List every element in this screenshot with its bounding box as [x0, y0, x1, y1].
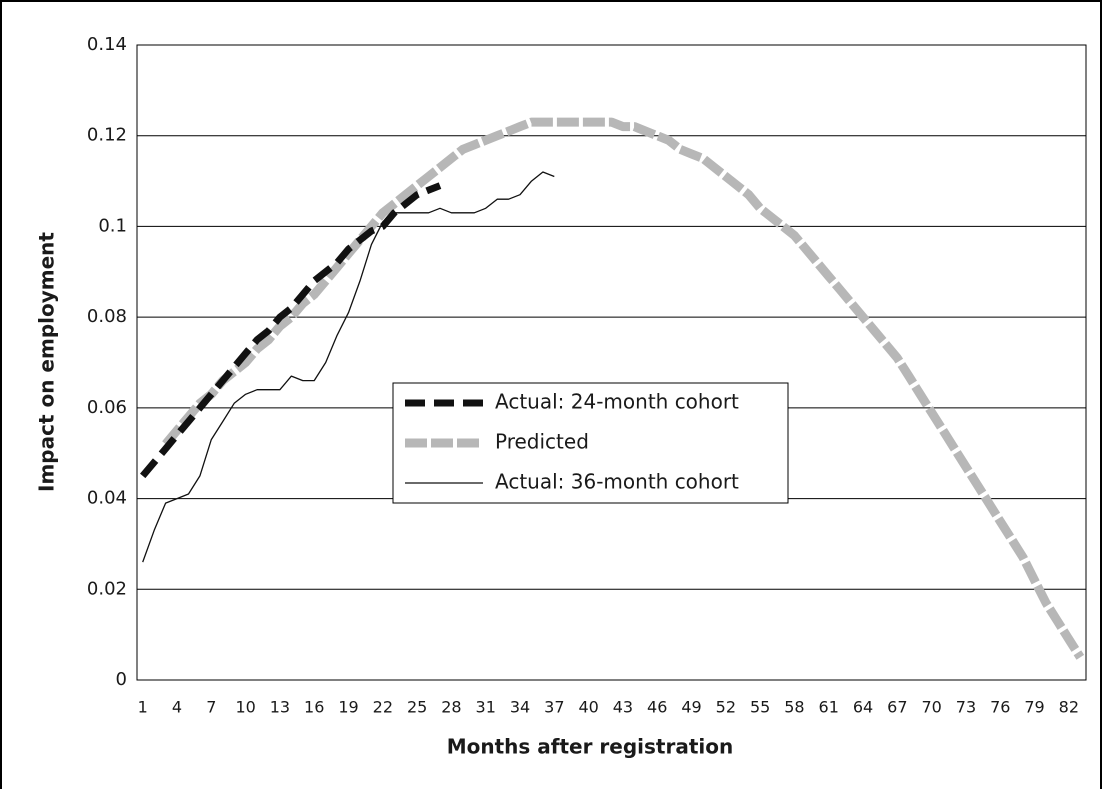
x-tick-label: 7	[206, 698, 216, 717]
y-tick-label: 0.1	[98, 215, 127, 236]
x-tick-label: 58	[784, 698, 804, 717]
y-tick-label: 0.08	[87, 306, 127, 327]
y-tick-label: 0.04	[87, 488, 127, 509]
x-tick-label: 67	[887, 698, 907, 717]
x-tick-label: 70	[921, 698, 941, 717]
x-tick-label: 4	[172, 698, 182, 717]
x-tick-label: 19	[338, 698, 358, 717]
series-line	[162, 117, 1085, 660]
x-tick-label: 40	[578, 698, 598, 717]
x-tick-label: 79	[1024, 698, 1044, 717]
x-tick-label: 16	[304, 698, 324, 717]
x-tick-label: 52	[716, 698, 736, 717]
x-tick-label: 61	[819, 698, 839, 717]
x-tick-label: 43	[613, 698, 633, 717]
legend-label: Predicted	[495, 430, 589, 454]
x-tick-label: 31	[476, 698, 496, 717]
y-tick-label: 0	[116, 669, 127, 690]
series-line	[140, 182, 442, 479]
legend-label: Actual: 36-month cohort	[495, 470, 739, 494]
y-tick-label: 0.02	[87, 578, 127, 599]
x-tick-label: 1	[138, 698, 148, 717]
x-tick-label: 28	[441, 698, 461, 717]
x-tick-label: 76	[990, 698, 1010, 717]
y-tick-label: 0.06	[87, 397, 127, 418]
x-tick-label: 64	[853, 698, 873, 717]
x-tick-label: 37	[544, 698, 564, 717]
x-tick-label: 34	[510, 698, 530, 717]
legend-label: Actual: 24-month cohort	[495, 390, 739, 414]
x-tick-label: 55	[750, 698, 770, 717]
y-axis-label: Impact on employment	[35, 232, 59, 492]
series-line	[142, 171, 555, 563]
x-tick-label: 25	[407, 698, 427, 717]
plot-frame	[136, 44, 1087, 681]
x-tick-label: 22	[373, 698, 393, 717]
x-tick-label: 73	[956, 698, 976, 717]
y-tick-label: 0.14	[87, 34, 127, 55]
x-tick-label: 46	[647, 698, 667, 717]
x-tick-label: 82	[1059, 698, 1079, 717]
x-axis-label: Months after registration	[447, 735, 734, 759]
x-tick-label: 13	[270, 698, 290, 717]
x-tick-label: 10	[235, 698, 255, 717]
y-tick-label: 0.12	[87, 125, 127, 146]
x-tick-label: 49	[681, 698, 701, 717]
